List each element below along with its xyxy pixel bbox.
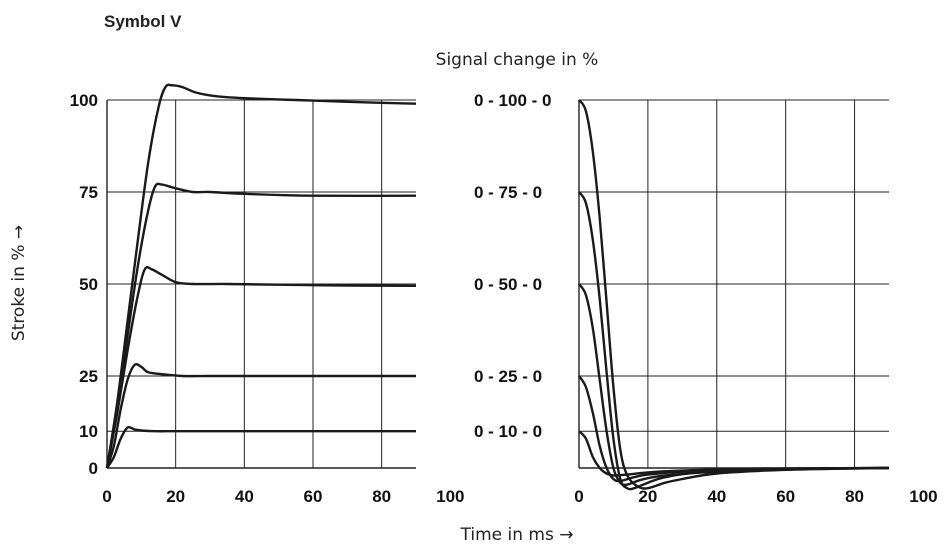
series-label: 0 - 50 - 0: [474, 275, 542, 294]
series-label: 0 - 25 - 0: [474, 367, 542, 386]
series-label: 0 - 100 - 0: [474, 91, 552, 110]
series-line: [577, 375, 890, 483]
series-line: [577, 99, 890, 490]
x-tick-label: 0: [574, 487, 583, 506]
series-line: [105, 83, 417, 469]
series-line: [105, 182, 417, 469]
x-axis-label: Time in ms →: [460, 525, 574, 545]
series-line: [105, 266, 417, 469]
y-tick-label: 10: [79, 422, 98, 441]
y-axis-label: Stroke in % →: [9, 225, 29, 341]
series-line: [577, 191, 890, 491]
x-tick-label: 60: [776, 487, 795, 506]
left-plot: 0 10 25 50 75 100 0 20 40 60 80 100: [70, 83, 465, 506]
x-tick-label: 80: [372, 487, 391, 506]
series-line: [105, 425, 416, 469]
y-tick-label: 0: [89, 459, 98, 478]
x-tick-label: 0: [102, 487, 111, 506]
x-tick-label: 40: [707, 487, 726, 506]
chart-title: Symbol V: [104, 12, 182, 31]
x-tick-label: 40: [235, 487, 254, 506]
x-tick-label: 60: [304, 487, 323, 506]
series-label: 0 - 10 - 0: [474, 422, 542, 441]
x-tick-label: 80: [845, 487, 864, 506]
x-tick-label: 100: [909, 487, 937, 506]
y-tick-label: 75: [79, 183, 98, 202]
y-tick-label: 50: [79, 275, 98, 294]
series-line: [105, 362, 416, 469]
y-tick-label: 25: [79, 367, 98, 386]
right-plot: 0 20 40 60 80 100 0 - 100 - 0 0 - 75 - 0 0 - 50 …: [474, 91, 938, 506]
x-tick-label: 100: [436, 487, 464, 506]
series-line: [577, 283, 890, 487]
y-tick-label: 100: [70, 91, 98, 110]
x-tick-label: 20: [166, 487, 185, 506]
series-line: [578, 430, 890, 477]
x-tick-label: 20: [638, 487, 657, 506]
top-label: Signal change in %: [436, 50, 599, 70]
series-label: 0 - 75 - 0: [474, 183, 542, 202]
